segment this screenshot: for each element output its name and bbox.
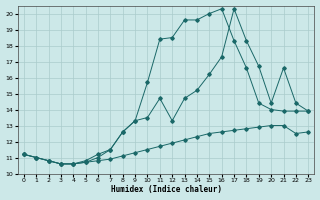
X-axis label: Humidex (Indice chaleur): Humidex (Indice chaleur) — [110, 185, 221, 194]
